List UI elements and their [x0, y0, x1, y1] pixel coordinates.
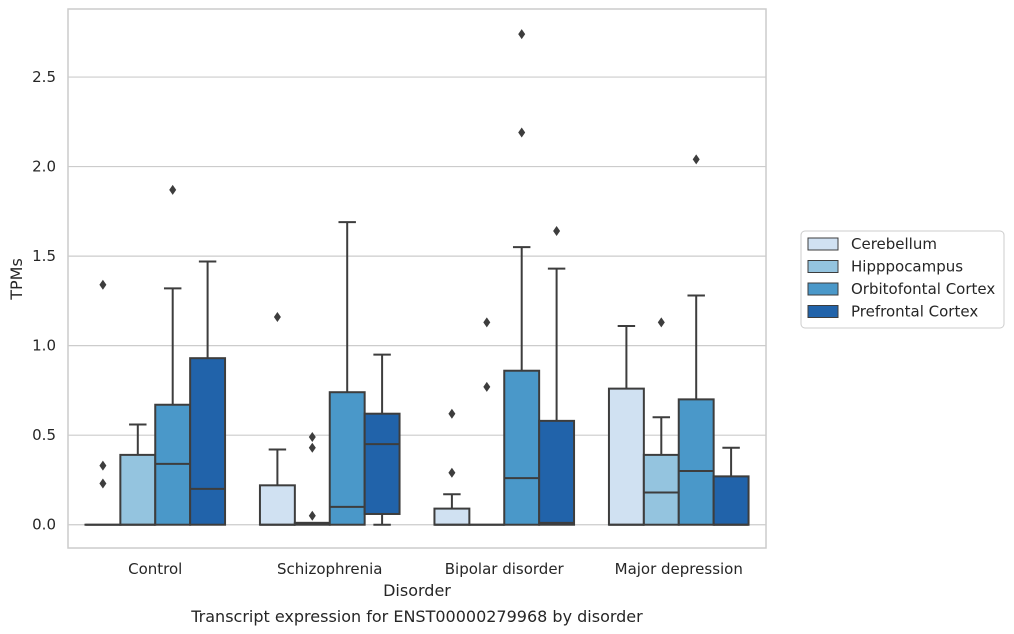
box-prefrontal-cortex: [538, 226, 576, 526]
box: [189, 357, 227, 526]
box-hipppocampus: [642, 317, 680, 526]
legend-label: Hipppocampus: [851, 258, 963, 276]
x-tick-label: Schizophrenia: [277, 560, 382, 578]
box-cerebellum: [84, 279, 122, 526]
box-cerebellum: [607, 324, 645, 526]
outlier-point: [483, 317, 491, 328]
box: [363, 412, 401, 515]
legend-swatch: [807, 282, 839, 296]
chart-caption: Transcript expression for ENST0000027996…: [190, 607, 643, 626]
y-axis-label: TPMs: [7, 258, 26, 301]
x-tick-label: Major depression: [615, 560, 743, 578]
box-prefrontal-cortex: [363, 353, 401, 526]
box-cerebellum: [433, 408, 471, 526]
outlier-point: [99, 279, 107, 290]
box: [642, 453, 680, 526]
box-hipppocampus: [468, 317, 506, 526]
box-prefrontal-cortex: [189, 260, 227, 526]
box: [258, 484, 296, 526]
outlier-point: [483, 381, 491, 392]
legend-swatch: [807, 237, 839, 251]
legend-label: Orbitofontal Cortex: [851, 280, 995, 298]
y-tick-label: 1.5: [32, 247, 56, 265]
legend-frame: [800, 230, 1005, 329]
box: [712, 475, 750, 526]
outlier-point: [553, 226, 561, 237]
outlier-point: [518, 29, 526, 40]
outlier-point: [448, 467, 456, 478]
outlier-point: [692, 154, 700, 165]
box-orbitofontal-cortex: [154, 184, 192, 526]
box-groups: [84, 29, 750, 526]
box: [119, 453, 157, 526]
y-tick-labels: 0.0 0.5 1.0 1.5 2.0 2.5: [32, 68, 56, 534]
y-tick-label: 1.0: [32, 337, 56, 355]
legend-label: Prefrontal Cortex: [851, 303, 978, 321]
plot-frame: [67, 8, 767, 549]
outlier-point: [308, 442, 316, 453]
x-tick-label: Bipolar disorder: [445, 560, 565, 578]
box-hipppocampus: [119, 423, 157, 526]
outlier-point: [99, 460, 107, 471]
box-cerebellum: [258, 312, 296, 526]
outlier-point: [273, 312, 281, 322]
box-orbitofontal-cortex: [503, 29, 541, 526]
outlier-point: [308, 510, 316, 521]
outlier-point: [657, 317, 665, 328]
outlier-point: [448, 408, 456, 419]
box: [503, 369, 541, 526]
x-axis-label: Disorder: [383, 581, 451, 600]
y-tick-label: 0.0: [32, 516, 56, 534]
box: [433, 507, 471, 526]
outlier-point: [518, 127, 526, 138]
box: [538, 419, 576, 526]
box-prefrontal-cortex: [712, 446, 750, 526]
box-hipppocampus: [293, 431, 331, 526]
y-tick-label: 2.5: [32, 68, 56, 86]
x-tick-labels: Control Schizophrenia Bipolar disorder Majo…: [128, 560, 743, 578]
y-tick-label: 0.5: [32, 426, 56, 444]
outlier-point: [99, 478, 107, 489]
legend-swatch: [807, 260, 839, 273]
box: [607, 387, 645, 526]
box-orbitofontal-cortex: [677, 154, 715, 526]
legend: Cerebellum Hipppocampus Orbitofontal Corte…: [800, 230, 1005, 329]
y-tick-label: 2.0: [32, 158, 56, 176]
outlier-point: [308, 431, 316, 442]
outlier-point: [169, 184, 177, 195]
box: [677, 398, 715, 526]
x-tick-label: Control: [128, 560, 182, 578]
box-orbitofontal-cortex: [328, 221, 366, 526]
legend-swatch: [807, 305, 839, 318]
legend-label: Cerebellum: [851, 235, 937, 253]
box: [328, 391, 366, 526]
